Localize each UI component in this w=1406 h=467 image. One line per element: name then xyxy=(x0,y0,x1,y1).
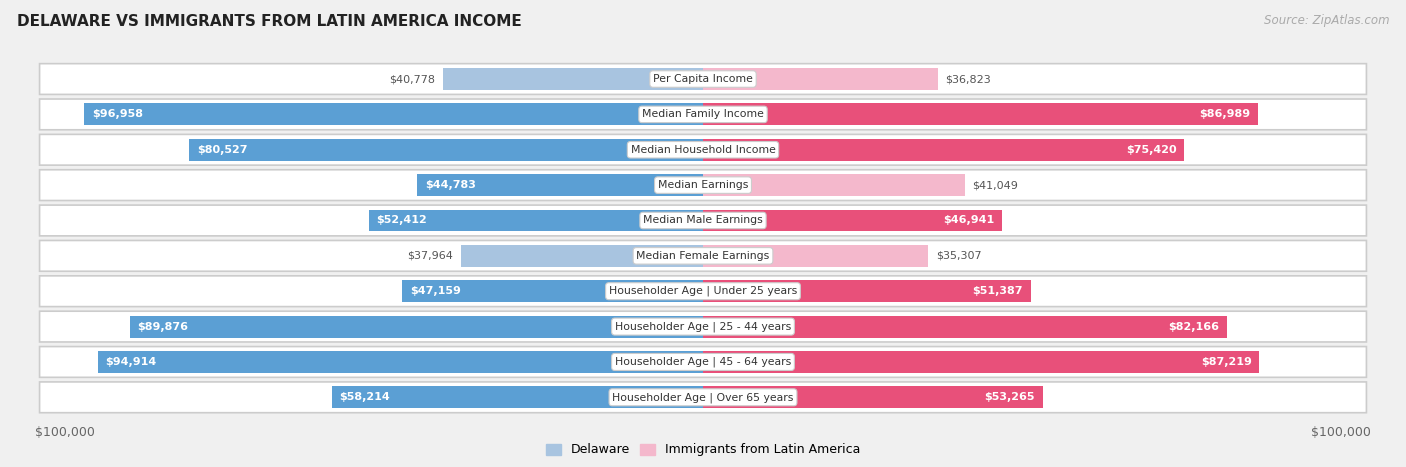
FancyBboxPatch shape xyxy=(39,241,1367,271)
Text: $41,049: $41,049 xyxy=(973,180,1018,190)
Bar xyxy=(703,245,928,267)
FancyBboxPatch shape xyxy=(39,99,1367,130)
Text: Householder Age | 45 - 64 years: Householder Age | 45 - 64 years xyxy=(614,357,792,367)
Text: DELAWARE VS IMMIGRANTS FROM LATIN AMERICA INCOME: DELAWARE VS IMMIGRANTS FROM LATIN AMERIC… xyxy=(17,14,522,29)
Text: $37,964: $37,964 xyxy=(408,251,453,261)
Bar xyxy=(84,103,703,125)
FancyBboxPatch shape xyxy=(39,170,1367,200)
Text: Median Household Income: Median Household Income xyxy=(630,145,776,155)
FancyBboxPatch shape xyxy=(39,64,1367,94)
Bar xyxy=(332,386,703,408)
FancyBboxPatch shape xyxy=(39,276,1367,307)
Bar xyxy=(703,68,938,90)
Bar xyxy=(703,351,1260,373)
Text: Median Female Earnings: Median Female Earnings xyxy=(637,251,769,261)
Legend: Delaware, Immigrants from Latin America: Delaware, Immigrants from Latin America xyxy=(541,439,865,461)
Text: $40,778: $40,778 xyxy=(389,74,436,84)
Text: $35,307: $35,307 xyxy=(936,251,981,261)
Bar xyxy=(402,280,703,302)
Text: Householder Age | Under 25 years: Householder Age | Under 25 years xyxy=(609,286,797,297)
FancyBboxPatch shape xyxy=(39,347,1367,377)
Text: Householder Age | 25 - 44 years: Householder Age | 25 - 44 years xyxy=(614,321,792,332)
Bar xyxy=(703,103,1258,125)
Text: $44,783: $44,783 xyxy=(425,180,475,190)
Text: Median Earnings: Median Earnings xyxy=(658,180,748,190)
Bar xyxy=(97,351,703,373)
Text: $86,989: $86,989 xyxy=(1199,109,1250,120)
Bar xyxy=(190,139,703,161)
Text: Source: ZipAtlas.com: Source: ZipAtlas.com xyxy=(1264,14,1389,27)
Bar xyxy=(703,210,1002,232)
Text: Householder Age | Over 65 years: Householder Age | Over 65 years xyxy=(612,392,794,403)
Text: $82,166: $82,166 xyxy=(1168,322,1219,332)
Text: $75,420: $75,420 xyxy=(1126,145,1177,155)
Bar xyxy=(703,280,1031,302)
Text: $51,387: $51,387 xyxy=(973,286,1024,296)
Text: Median Family Income: Median Family Income xyxy=(643,109,763,120)
Bar xyxy=(703,386,1043,408)
Text: $96,958: $96,958 xyxy=(93,109,143,120)
Bar xyxy=(418,174,703,196)
FancyBboxPatch shape xyxy=(39,205,1367,236)
Text: $87,219: $87,219 xyxy=(1201,357,1251,367)
Text: $94,914: $94,914 xyxy=(105,357,156,367)
Text: $47,159: $47,159 xyxy=(409,286,461,296)
Bar xyxy=(129,316,703,338)
Text: Median Male Earnings: Median Male Earnings xyxy=(643,215,763,226)
Bar xyxy=(368,210,703,232)
Bar xyxy=(443,68,703,90)
Text: $52,412: $52,412 xyxy=(377,215,427,226)
Bar xyxy=(461,245,703,267)
FancyBboxPatch shape xyxy=(39,382,1367,413)
FancyBboxPatch shape xyxy=(39,134,1367,165)
Text: $80,527: $80,527 xyxy=(197,145,247,155)
Bar xyxy=(703,316,1227,338)
Text: $46,941: $46,941 xyxy=(943,215,995,226)
Text: $89,876: $89,876 xyxy=(138,322,188,332)
Text: $36,823: $36,823 xyxy=(946,74,991,84)
FancyBboxPatch shape xyxy=(39,311,1367,342)
Bar xyxy=(703,139,1184,161)
Text: Per Capita Income: Per Capita Income xyxy=(652,74,754,84)
Text: $58,214: $58,214 xyxy=(339,392,389,402)
Bar xyxy=(703,174,965,196)
Text: $53,265: $53,265 xyxy=(984,392,1035,402)
